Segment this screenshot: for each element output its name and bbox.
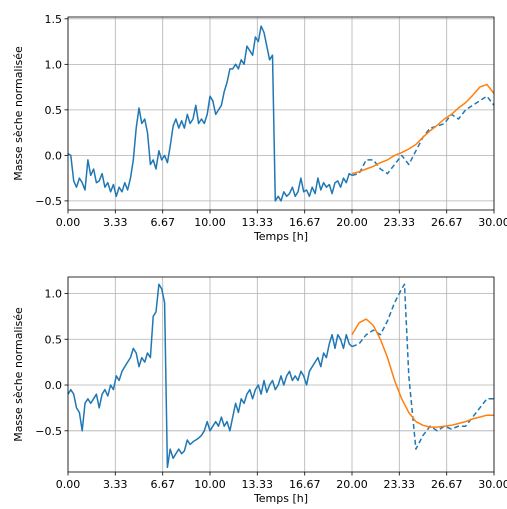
x-tick-label: 30.00 <box>478 478 507 491</box>
chart-top: 0.00 3.33 6.67 10.00 13.33 16.67 20.00 23.33 26.… <box>12 13 507 243</box>
x-tick-label: 3.33 <box>103 478 128 491</box>
x-tick-label: 23.33 <box>384 478 416 491</box>
x-axis-label: Temps [h] <box>253 230 308 243</box>
series-line-dashed <box>351 283 494 450</box>
plot-frame <box>67 16 495 211</box>
x-tick-label: 6.67 <box>150 216 175 229</box>
y-tick-label: 0.0 <box>45 149 63 162</box>
y-tick-label: 0.0 <box>45 379 63 392</box>
chart-bottom: 0.00 3.33 6.67 10.00 13.33 16.67 20.00 23.33 26.… <box>12 276 507 505</box>
x-tick-label: 20.00 <box>336 216 368 229</box>
y-axis-label: Masse sèche normalisée <box>12 46 25 181</box>
x-tick-label: 20.00 <box>336 478 368 491</box>
x-axis-label: Temps [h] <box>253 492 308 505</box>
x-tick-label: 0.00 <box>56 216 81 229</box>
x-tick-label: 13.33 <box>242 216 274 229</box>
x-tick-label: 16.67 <box>289 216 321 229</box>
x-tick-label: 10.00 <box>194 216 226 229</box>
series-line-solid <box>351 318 494 428</box>
y-tick-label: 1.5 <box>45 13 63 26</box>
y-tick-label: −0.5 <box>35 195 62 208</box>
plot-frame <box>67 276 495 473</box>
x-tick-label: 26.67 <box>431 478 463 491</box>
y-tick-label: 0.5 <box>45 104 63 117</box>
x-tick-label: 6.67 <box>150 478 175 491</box>
x-tick-label: 30.00 <box>478 216 507 229</box>
y-tick-label: 0.5 <box>45 333 63 346</box>
y-tick-label: −0.5 <box>35 425 62 438</box>
y-tick-label: 1.0 <box>45 287 63 300</box>
x-tick-label: 13.33 <box>242 478 274 491</box>
y-tick-label: 1.0 <box>45 58 63 71</box>
y-axis-label: Masse sèche normalisée <box>12 307 25 442</box>
x-tick-label: 10.00 <box>194 478 226 491</box>
series-line-dashed <box>351 95 495 177</box>
x-tick-label: 26.67 <box>431 216 463 229</box>
series-line-solid <box>67 283 353 469</box>
series-line-solid <box>351 83 495 175</box>
x-tick-label: 3.33 <box>103 216 128 229</box>
x-tick-label: 0.00 <box>56 478 81 491</box>
x-tick-label: 23.33 <box>384 216 416 229</box>
series-line-solid <box>67 25 353 202</box>
x-tick-label: 16.67 <box>289 478 321 491</box>
